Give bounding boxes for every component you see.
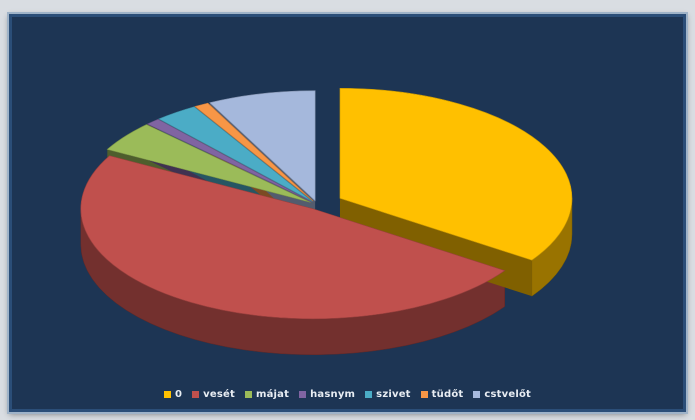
legend-swatch <box>299 391 307 398</box>
legend-swatch <box>365 391 373 398</box>
legend-label: májat <box>255 389 290 400</box>
legend-swatch <box>473 391 481 398</box>
legend-item: vesét <box>192 389 235 400</box>
pie-slice-0 <box>339 88 573 261</box>
legend-item: tüdőt <box>420 389 464 400</box>
legend-label: hasnym <box>310 389 356 400</box>
legend-swatch <box>420 391 428 398</box>
legend-label: vesét <box>203 389 235 400</box>
pie-slice-2 <box>106 124 311 203</box>
pie-slice-4 <box>158 106 313 202</box>
pie-chart <box>80 88 573 356</box>
pie-slice-3 <box>146 118 312 203</box>
legend-item: májat <box>244 389 290 400</box>
chart-legend: 0 vesét májat hasnym szivet tüdőt cstvelőt <box>12 389 683 400</box>
legend-swatch <box>244 391 252 398</box>
legend-swatch <box>163 391 171 398</box>
legend-label: 0 <box>174 389 183 400</box>
legend-item: hasnym <box>299 389 355 400</box>
legend-label: szivet <box>376 389 411 400</box>
legend-item: cstvelőt <box>473 389 531 400</box>
legend-item: 0 <box>163 389 183 400</box>
legend-item: szivet <box>365 389 410 400</box>
legend-swatch <box>192 391 200 398</box>
legend-label: tüdőt <box>431 389 464 400</box>
pie-slice-1 <box>80 155 506 320</box>
chart-panel: 0 vesét májat hasnym szivet tüdőt cstvelőt <box>9 14 686 412</box>
pie-slice-6 <box>209 90 316 202</box>
pie-tops <box>80 88 573 320</box>
pie-slice-5 <box>194 102 314 202</box>
legend-label: cstvelőt <box>484 389 532 400</box>
